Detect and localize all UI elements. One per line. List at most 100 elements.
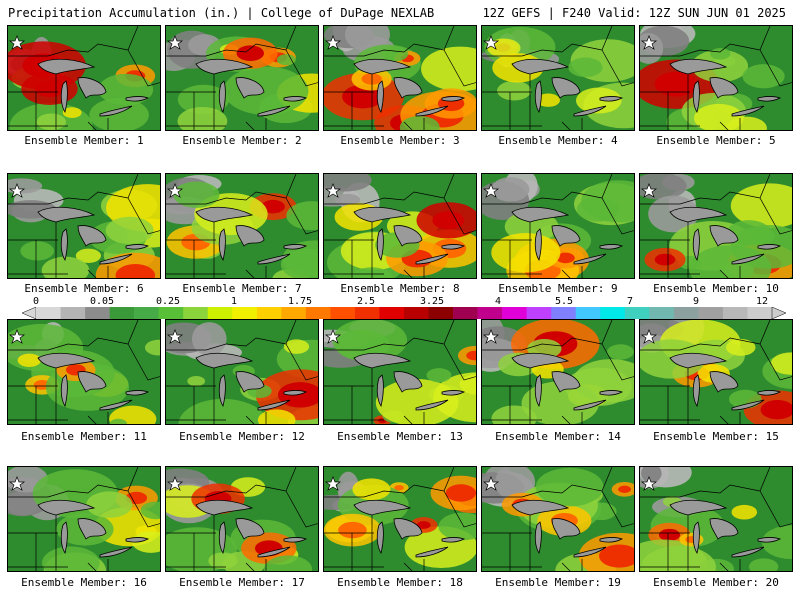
colorbar-swatch <box>85 307 110 319</box>
ensemble-map-panel <box>323 173 477 279</box>
colorbar-swatch <box>330 307 356 319</box>
ensemble-map-panel <box>323 319 477 425</box>
ensemble-map-panel <box>481 466 635 572</box>
colorbar <box>22 307 786 319</box>
colorbar-swatch <box>109 307 135 319</box>
ensemble-map-panel <box>165 25 319 131</box>
ensemble-member-label: Ensemble Member: 3 <box>340 134 460 147</box>
colorbar-tick-label: 7 <box>626 296 634 307</box>
ensemble-member-label: Ensemble Member: 18 <box>337 576 463 589</box>
compass-icon <box>640 35 658 50</box>
ensemble-member-label: Ensemble Member: 5 <box>656 134 776 147</box>
colorbar-min-arrow <box>22 307 37 319</box>
colorbar-swatch <box>624 307 650 319</box>
ensemble-member-label: Ensemble Member: 15 <box>653 430 779 443</box>
compass-icon <box>324 183 342 198</box>
ensemble-map-panel <box>481 319 635 425</box>
colorbar-max-arrow <box>771 307 786 319</box>
compass-icon <box>8 476 26 491</box>
compass-icon <box>324 35 342 50</box>
colorbar-tick-label: 0.25 <box>155 296 181 307</box>
colorbar-swatch <box>502 307 527 319</box>
compass-icon <box>482 329 500 344</box>
compass-icon <box>8 35 26 50</box>
chart-title: Precipitation Accumulation (in.) | Colle… <box>8 6 435 20</box>
ensemble-map-panel <box>323 466 477 572</box>
compass-icon <box>324 476 342 491</box>
ensemble-map-panel <box>639 173 793 279</box>
colorbar-tick-label: 4 <box>494 296 502 307</box>
colorbar-swatch <box>183 307 209 319</box>
colorbar-swatch <box>453 307 478 319</box>
ensemble-map-panel <box>481 25 635 131</box>
colorbar-tick-label: 12 <box>755 296 769 307</box>
colorbar-tick-label: 0.05 <box>89 296 115 307</box>
ensemble-map-panel <box>639 25 793 131</box>
colorbar-swatch <box>551 307 577 319</box>
colorbar-tick-label: 1.75 <box>287 296 313 307</box>
colorbar-tick-label: 2.5 <box>356 296 376 307</box>
colorbar-swatch <box>649 307 675 319</box>
colorbar-swatch <box>747 307 773 319</box>
colorbar-tick-label: 3.25 <box>419 296 445 307</box>
ensemble-member-label: Ensemble Member: 13 <box>337 430 463 443</box>
compass-icon <box>640 183 658 198</box>
ensemble-member-label: Ensemble Member: 12 <box>179 430 305 443</box>
ensemble-member-label: Ensemble Member: 4 <box>498 134 618 147</box>
ensemble-map-panel <box>639 466 793 572</box>
ensemble-map-panel <box>165 173 319 279</box>
ensemble-map-panel <box>639 319 793 425</box>
ensemble-map-panel <box>7 25 161 131</box>
colorbar-swatch <box>404 307 429 319</box>
ensemble-member-label: Ensemble Member: 9 <box>498 282 618 295</box>
colorbar-swatch <box>60 307 86 319</box>
compass-icon <box>166 183 184 198</box>
ensemble-member-label: Ensemble Member: 19 <box>495 576 621 589</box>
compass-icon <box>166 35 184 50</box>
ensemble-member-label: Ensemble Member: 6 <box>24 282 144 295</box>
colorbar-swatch <box>207 307 233 319</box>
compass-icon <box>8 183 26 198</box>
colorbar-swatch <box>36 307 61 319</box>
ensemble-map-panel <box>7 319 161 425</box>
ensemble-map-panel <box>165 466 319 572</box>
ensemble-member-label: Ensemble Member: 20 <box>653 576 779 589</box>
colorbar-tick-label: 5.5 <box>554 296 574 307</box>
colorbar-tick-label: 0 <box>32 296 40 307</box>
colorbar-swatch <box>673 307 699 319</box>
ensemble-member-label: Ensemble Member: 17 <box>179 576 305 589</box>
colorbar-swatch <box>232 307 258 319</box>
compass-icon <box>482 476 500 491</box>
colorbar-swatch <box>305 307 331 319</box>
colorbar-swatch <box>722 307 748 319</box>
colorbar-tick-label: 9 <box>692 296 700 307</box>
colorbar-swatch <box>600 307 626 319</box>
ensemble-member-label: Ensemble Member: 7 <box>182 282 302 295</box>
compass-icon <box>8 329 26 344</box>
ensemble-member-label: Ensemble Member: 8 <box>340 282 460 295</box>
compass-icon <box>482 183 500 198</box>
compass-icon <box>640 329 658 344</box>
ensemble-map-panel <box>323 25 477 131</box>
colorbar-swatch <box>428 307 454 319</box>
compass-icon <box>640 476 658 491</box>
compass-icon <box>482 35 500 50</box>
ensemble-map-panel <box>7 466 161 572</box>
colorbar-swatch <box>698 307 724 319</box>
compass-icon <box>166 329 184 344</box>
ensemble-member-label: Ensemble Member: 10 <box>653 282 779 295</box>
colorbar-swatch <box>134 307 159 319</box>
ensemble-member-label: Ensemble Member: 1 <box>24 134 144 147</box>
colorbar-swatch <box>379 307 405 319</box>
ensemble-member-label: Ensemble Member: 14 <box>495 430 621 443</box>
compass-icon <box>324 329 342 344</box>
model-valid-time: 12Z GEFS | F240 Valid: 12Z SUN JUN 01 20… <box>482 6 786 20</box>
ensemble-member-label: Ensemble Member: 11 <box>21 430 147 443</box>
colorbar-swatch <box>575 307 601 319</box>
ensemble-member-label: Ensemble Member: 16 <box>21 576 147 589</box>
colorbar-swatch <box>256 307 282 319</box>
ensemble-map-panel <box>481 173 635 279</box>
compass-icon <box>166 476 184 491</box>
ensemble-member-label: Ensemble Member: 2 <box>182 134 302 147</box>
colorbar-tick-label: 1 <box>230 296 238 307</box>
